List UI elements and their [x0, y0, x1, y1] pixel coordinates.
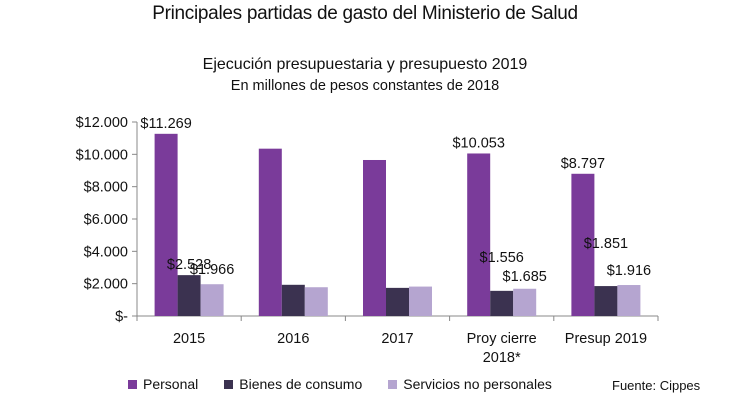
legend-item-servicios: Servicios no personales	[388, 376, 552, 392]
legend-label-servicios: Servicios no personales	[403, 376, 552, 392]
chart-title: Principales partidas de gasto del Minist…	[152, 3, 578, 24]
y-tick-label: $12.000	[76, 115, 128, 131]
bar-bienes-de-consumo	[386, 287, 409, 316]
bar-bienes-de-consumo	[490, 290, 514, 316]
data-label: $1.851	[584, 236, 628, 252]
bar-servicios-no-personales	[304, 287, 328, 316]
bar-bienes-de-consumo	[594, 286, 618, 316]
legend-item-bienes: Bienes de consumo	[224, 376, 362, 392]
bar-servicios-no-personales	[513, 288, 537, 316]
legend-label-bienes: Bienes de consumo	[239, 376, 363, 392]
bar-servicios-no-personales	[409, 286, 432, 316]
y-tick-label: $2.000	[84, 277, 128, 293]
chart-units-subtitle: En millones de pesos constantes de 2018	[230, 78, 500, 94]
bar-bienes-de-consumo	[177, 275, 201, 316]
legend-swatch-bienes	[224, 379, 234, 389]
chart-subtitle: Ejecución presupuestaria y presupuesto 2…	[202, 56, 528, 73]
legend-item-personal: Personal	[128, 376, 198, 392]
data-label: $1.556	[480, 250, 524, 266]
legend-swatch-personal	[128, 379, 137, 389]
y-tick-label: $-	[115, 309, 128, 325]
x-tick-label: 2015	[173, 331, 205, 347]
bar-bienes-de-consumo	[281, 284, 305, 316]
bar-personal	[154, 133, 178, 316]
source-note: Fuente: Cippes	[612, 378, 701, 393]
data-label: $11.269	[140, 116, 191, 132]
legend-label-personal: Personal	[143, 376, 199, 392]
legend-swatch-servicios	[388, 379, 398, 389]
bar-personal	[467, 153, 491, 316]
bar-personal	[363, 159, 386, 316]
data-label: $1.685	[503, 269, 547, 285]
data-label: $10.053	[452, 135, 504, 151]
y-tick-label: $4.000	[84, 244, 128, 260]
y-tick-label: $10.000	[76, 147, 128, 163]
y-tick-label: $6.000	[84, 212, 128, 228]
x-tick-label: Presup 2019	[565, 331, 647, 347]
data-label: $1.966	[190, 262, 234, 278]
x-tick-label: 2016	[277, 331, 309, 347]
data-label: $1.916	[607, 263, 651, 279]
x-tick-label: 2017	[381, 331, 413, 347]
bar-servicios-no-personales	[200, 284, 224, 316]
x-tick-label: 2018*	[483, 350, 521, 366]
bar-personal	[258, 148, 282, 316]
data-label: $8.797	[561, 156, 605, 172]
data-label: $2.528	[167, 257, 211, 273]
bar-personal	[571, 173, 595, 316]
y-tick-label: $8.000	[84, 180, 128, 196]
bar-servicios-no-personales	[617, 285, 641, 316]
legend: Personal Bienes de consumo Servicios no …	[128, 376, 578, 392]
x-tick-label: Proy cierre	[467, 331, 537, 347]
